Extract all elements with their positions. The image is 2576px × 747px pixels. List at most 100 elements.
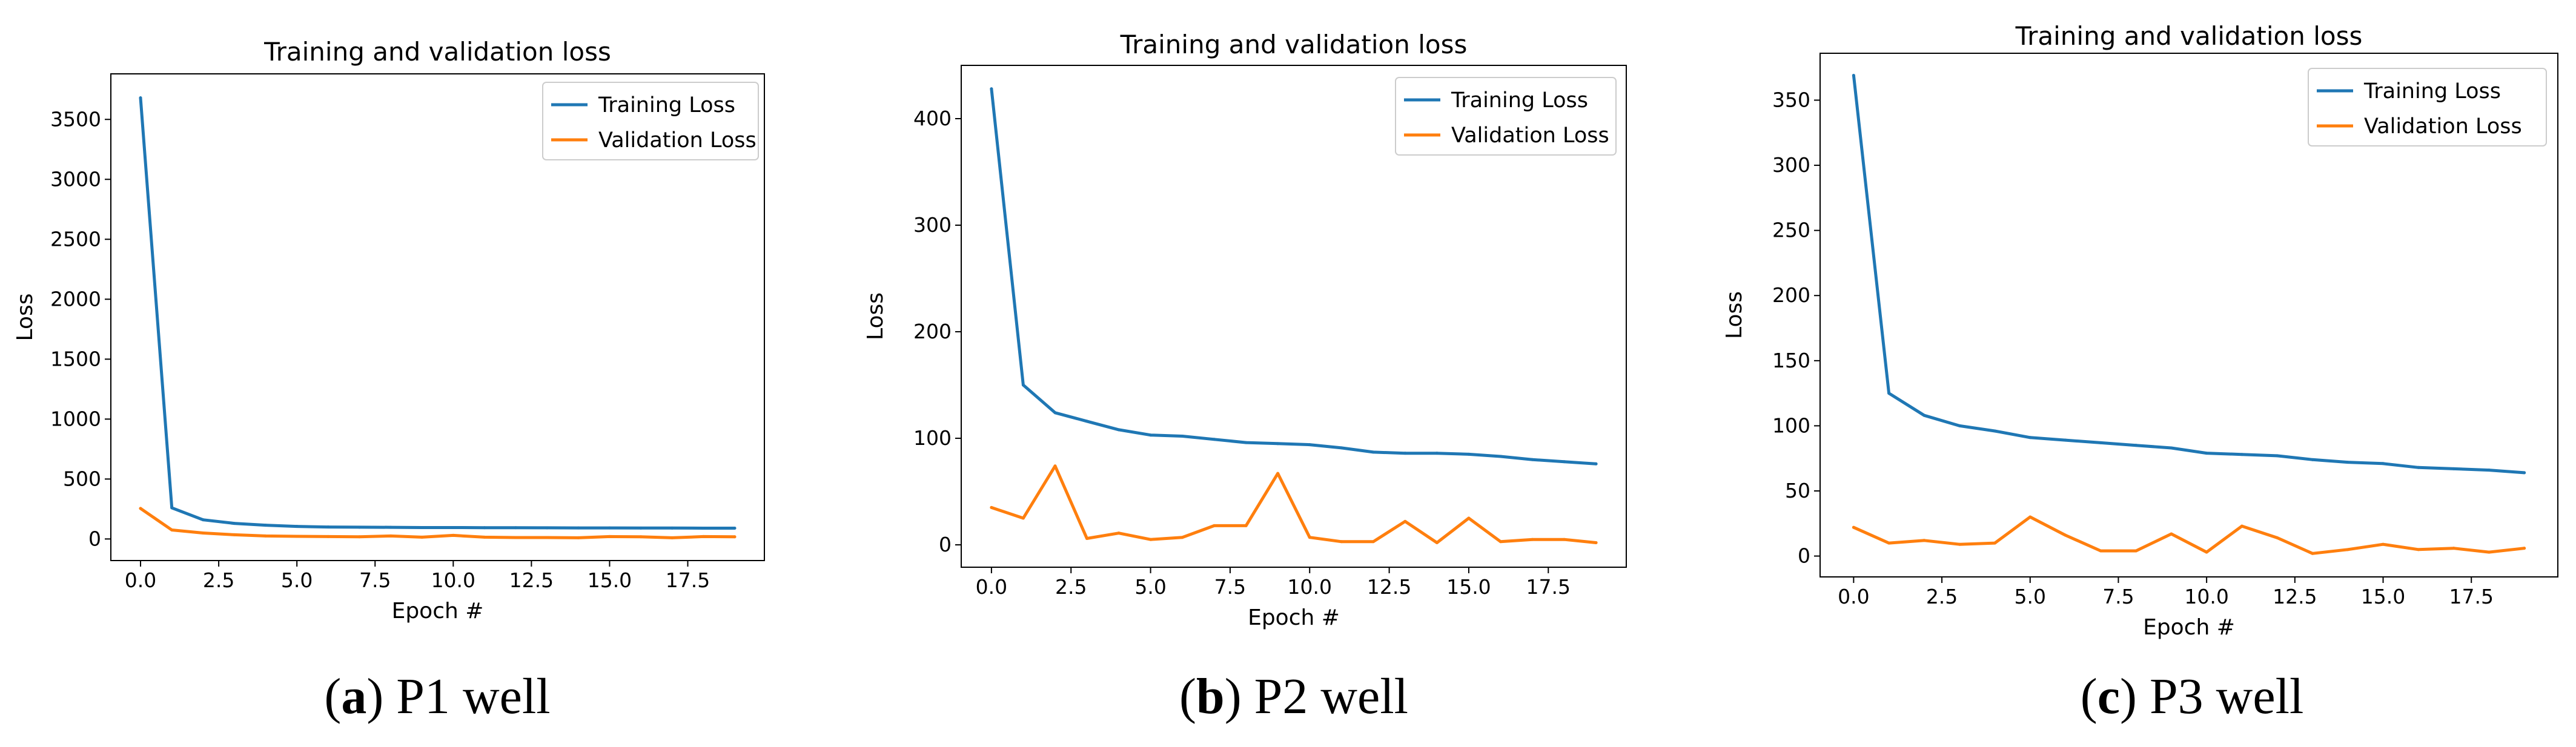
data-point bbox=[733, 527, 737, 530]
series-line bbox=[1852, 515, 2526, 555]
data-point bbox=[2417, 466, 2420, 469]
data-point bbox=[1993, 429, 1996, 433]
y-tick-label: 350 bbox=[1772, 88, 1810, 111]
data-point bbox=[1371, 450, 1375, 454]
data-point bbox=[733, 535, 737, 539]
x-axis-label: Epoch # bbox=[2143, 615, 2235, 640]
data-point bbox=[990, 505, 993, 509]
data-point bbox=[1276, 472, 1280, 475]
x-tick-label: 12.5 bbox=[509, 568, 554, 592]
y-tick-label: 50 bbox=[1785, 479, 1810, 502]
data-point bbox=[2170, 532, 2173, 536]
data-point bbox=[1371, 540, 1375, 544]
data-point bbox=[1852, 525, 1855, 529]
chart-title: Training and validation loss bbox=[1120, 30, 1468, 59]
chart-panel-3: Training and validation loss 0.0 2.5 5.0 7.5… bbox=[1722, 21, 2558, 725]
x-tick-label: 12.5 bbox=[2273, 585, 2317, 608]
x-tick-label: 10.0 bbox=[431, 568, 475, 592]
data-point bbox=[201, 518, 205, 522]
chart-title: Training and validation loss bbox=[2015, 21, 2363, 51]
data-point bbox=[2170, 446, 2173, 450]
data-point bbox=[1085, 536, 1089, 540]
x-tick-label: 7.5 bbox=[359, 568, 391, 592]
data-point bbox=[1117, 531, 1121, 535]
data-point bbox=[1053, 464, 1057, 468]
data-point bbox=[1958, 424, 1961, 427]
data-point bbox=[1213, 524, 1216, 527]
data-point bbox=[545, 526, 549, 530]
data-point bbox=[1887, 392, 1891, 395]
series-validation-loss bbox=[139, 507, 737, 539]
data-point bbox=[1531, 458, 1534, 461]
data-point bbox=[670, 536, 674, 539]
data-point bbox=[2064, 533, 2067, 537]
legend-box bbox=[2308, 68, 2547, 146]
series-validation-loss bbox=[1852, 515, 2526, 555]
data-point bbox=[1021, 383, 1025, 387]
legend: Training Loss Validation Loss bbox=[2308, 68, 2547, 146]
data-point bbox=[483, 535, 486, 539]
data-point bbox=[2099, 441, 2102, 444]
data-point bbox=[1213, 438, 1216, 441]
data-point bbox=[1563, 538, 1566, 541]
data-point bbox=[483, 526, 486, 530]
data-point bbox=[1340, 446, 1343, 450]
x-axis-label: Epoch # bbox=[1248, 605, 1340, 630]
data-point bbox=[1498, 455, 1502, 458]
data-point bbox=[1308, 443, 1311, 447]
x-tick-label: 2.5 bbox=[1926, 585, 1958, 608]
legend-box bbox=[542, 82, 759, 160]
data-point bbox=[639, 526, 643, 530]
data-point bbox=[1244, 441, 1248, 444]
data-point bbox=[451, 533, 455, 537]
data-point bbox=[420, 535, 424, 539]
data-point bbox=[2028, 515, 2032, 519]
data-point bbox=[2382, 542, 2385, 546]
data-point bbox=[326, 525, 330, 529]
data-point bbox=[1340, 540, 1343, 544]
data-point bbox=[577, 526, 580, 530]
data-point bbox=[1922, 539, 1926, 542]
series-validation-loss bbox=[990, 464, 1598, 545]
y-tick-label: 200 bbox=[1772, 283, 1810, 307]
legend-label: Training Loss bbox=[2363, 79, 2501, 104]
data-point bbox=[2205, 550, 2208, 554]
x-tick-label: 5.0 bbox=[2015, 585, 2046, 608]
data-point bbox=[1308, 536, 1311, 539]
x-tick-label: 10.0 bbox=[2184, 585, 2228, 608]
panel-caption: (a) P1 well bbox=[324, 668, 550, 725]
y-tick-label: 200 bbox=[913, 320, 952, 343]
y-tick-label: 150 bbox=[1772, 349, 1810, 372]
x-tick-label: 0.0 bbox=[125, 568, 156, 592]
data-point bbox=[1149, 433, 1153, 437]
x-tick-label: 12.5 bbox=[1367, 575, 1411, 599]
data-point bbox=[451, 526, 455, 530]
y-tick-label: 2000 bbox=[50, 287, 101, 311]
data-point bbox=[326, 535, 330, 538]
data-point bbox=[2311, 551, 2314, 555]
x-tick-label: 5.0 bbox=[281, 568, 313, 592]
caption-letter: a bbox=[341, 668, 366, 725]
data-point bbox=[1435, 541, 1439, 545]
legend-label: Validation Loss bbox=[1451, 123, 1609, 148]
y-tick-label: 1000 bbox=[50, 407, 101, 430]
data-point bbox=[1563, 460, 1566, 464]
panel-caption: (b) P2 well bbox=[1179, 668, 1408, 725]
data-point bbox=[1922, 413, 1926, 417]
series-line bbox=[139, 96, 737, 530]
data-point bbox=[170, 506, 174, 510]
data-point bbox=[2346, 461, 2349, 464]
data-point bbox=[1403, 452, 1407, 455]
data-point bbox=[1244, 524, 1248, 527]
data-point bbox=[670, 526, 674, 530]
data-point bbox=[577, 536, 580, 539]
x-tick-label: 0.0 bbox=[976, 575, 1007, 599]
y-tick-label: 0 bbox=[1798, 544, 1810, 568]
data-point bbox=[295, 525, 299, 528]
data-point bbox=[1887, 541, 1891, 545]
x-tick-label: 0.0 bbox=[1838, 585, 1869, 608]
x-tick-label: 17.5 bbox=[666, 568, 710, 592]
x-tick-label: 7.5 bbox=[2102, 585, 2134, 608]
data-point bbox=[2064, 438, 2067, 442]
